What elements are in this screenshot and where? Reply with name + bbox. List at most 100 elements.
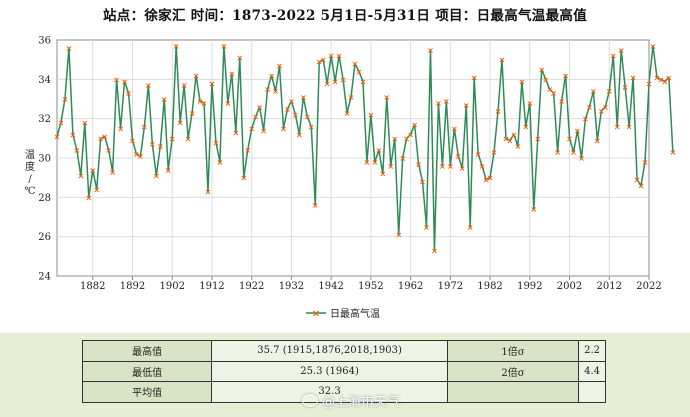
grid-lines [57, 40, 649, 276]
y-axis-label: 温度/℃ [24, 149, 35, 197]
data-point: × [97, 134, 104, 143]
data-point: × [58, 119, 65, 128]
x-tick-label: 1972 [438, 281, 463, 292]
data-point: × [447, 162, 454, 171]
data-point: × [542, 75, 549, 84]
x-tick-label: 1932 [279, 281, 304, 292]
data-point: × [586, 103, 593, 112]
data-point: × [213, 138, 220, 147]
data-point: × [638, 182, 645, 191]
data-point: × [137, 152, 144, 161]
y-axis-ticks: 24 26 28 30 32 34 36 [38, 36, 51, 283]
data-point: × [646, 79, 653, 88]
data-point: × [77, 172, 84, 181]
data-point: × [590, 87, 597, 96]
data-point: × [244, 146, 251, 155]
data-point: × [487, 174, 494, 183]
data-point: × [304, 113, 311, 122]
data-point: × [157, 142, 164, 151]
data-point: × [423, 223, 430, 232]
data-point: × [356, 67, 363, 76]
data-point: × [562, 71, 569, 80]
data-point: × [669, 148, 676, 157]
data-point: × [614, 123, 621, 132]
stat-value: 32.3 [211, 381, 448, 403]
x-tick-label: 2002 [557, 281, 582, 292]
data-point: × [320, 56, 327, 65]
data-point: × [348, 93, 355, 102]
data-point: × [181, 81, 188, 90]
data-point: × [336, 52, 343, 61]
data-point: × [74, 146, 81, 155]
data-point: × [66, 44, 73, 53]
data-point: × [598, 107, 605, 116]
data-point: × [169, 134, 176, 143]
data-point: × [534, 134, 541, 143]
data-point: × [566, 134, 573, 143]
data-point: × [399, 154, 406, 163]
data-point: × [499, 56, 506, 65]
data-point: × [554, 148, 561, 157]
data-point: × [324, 79, 331, 88]
data-point: × [530, 205, 537, 214]
sigma-value [578, 381, 606, 403]
data-point: × [582, 115, 589, 124]
data-point: × [495, 107, 502, 116]
data-point: × [550, 89, 557, 98]
data-point: × [459, 164, 466, 173]
data-point: × [236, 54, 243, 63]
data-point: × [467, 223, 474, 232]
data-point: × [240, 174, 247, 183]
data-point: × [666, 73, 673, 82]
x-tick-label: 1992 [517, 281, 542, 292]
x-tick-label: 1942 [318, 281, 343, 292]
data-point: × [546, 85, 553, 94]
data-point: × [109, 168, 116, 177]
stats-table: 最高值 35.7 (1915,1876,2018,1903) 1倍σ 2.2 最… [81, 340, 606, 403]
data-point: × [201, 99, 208, 108]
data-point: × [81, 119, 88, 128]
x-tick-label: 2012 [597, 281, 622, 292]
sigma-value: 4.4 [578, 360, 606, 382]
data-point: × [395, 231, 402, 240]
data-point: × [578, 154, 585, 163]
data-point: × [125, 89, 132, 98]
data-point: × [507, 136, 514, 145]
x-tick-label: 1892 [120, 281, 145, 292]
x-axis-ticks: 1882 1892 1902 1912 1922 1932 1942 1952 1962 1972… [80, 276, 662, 292]
data-point: × [415, 160, 422, 169]
data-point: × [149, 140, 156, 149]
data-point: × [375, 146, 382, 155]
data-point: × [228, 69, 235, 78]
y-tick-label: 28 [38, 193, 51, 204]
x-tick-label: 1882 [80, 281, 105, 292]
stat-label: 最高值 [81, 340, 213, 362]
y-tick-label: 32 [38, 114, 51, 125]
data-point: × [570, 148, 577, 157]
data-point: × [650, 42, 657, 51]
data-point: × [602, 103, 609, 112]
data-point: × [344, 109, 351, 118]
data-point: × [153, 172, 160, 181]
table-row: 最高值 35.7 (1915,1876,2018,1903) 1倍σ 2.2 [81, 340, 606, 362]
y-tick-label: 30 [38, 154, 51, 165]
watermark: @上海市天气 [302, 391, 400, 410]
data-point: × [407, 130, 414, 139]
x-tick-label: 2022 [636, 281, 661, 292]
watermark-text: @上海市天气 [322, 395, 401, 410]
data-point: × [372, 158, 379, 167]
data-point: × [491, 148, 498, 157]
stat-value: 35.7 (1915,1876,2018,1903) [211, 340, 448, 362]
data-point: × [538, 66, 545, 75]
data-point: × [618, 46, 625, 55]
y-tick-label: 34 [38, 75, 51, 86]
stat-label: 最低值 [81, 360, 213, 382]
x-tick-label: 1962 [398, 281, 423, 292]
data-point: × [105, 146, 112, 155]
data-point: × [272, 87, 279, 96]
x-tick-label: 1982 [477, 281, 502, 292]
data-point: × [70, 130, 77, 139]
data-point: × [217, 158, 224, 167]
data-point: × [606, 87, 613, 96]
y-tick-label: 26 [38, 232, 51, 243]
